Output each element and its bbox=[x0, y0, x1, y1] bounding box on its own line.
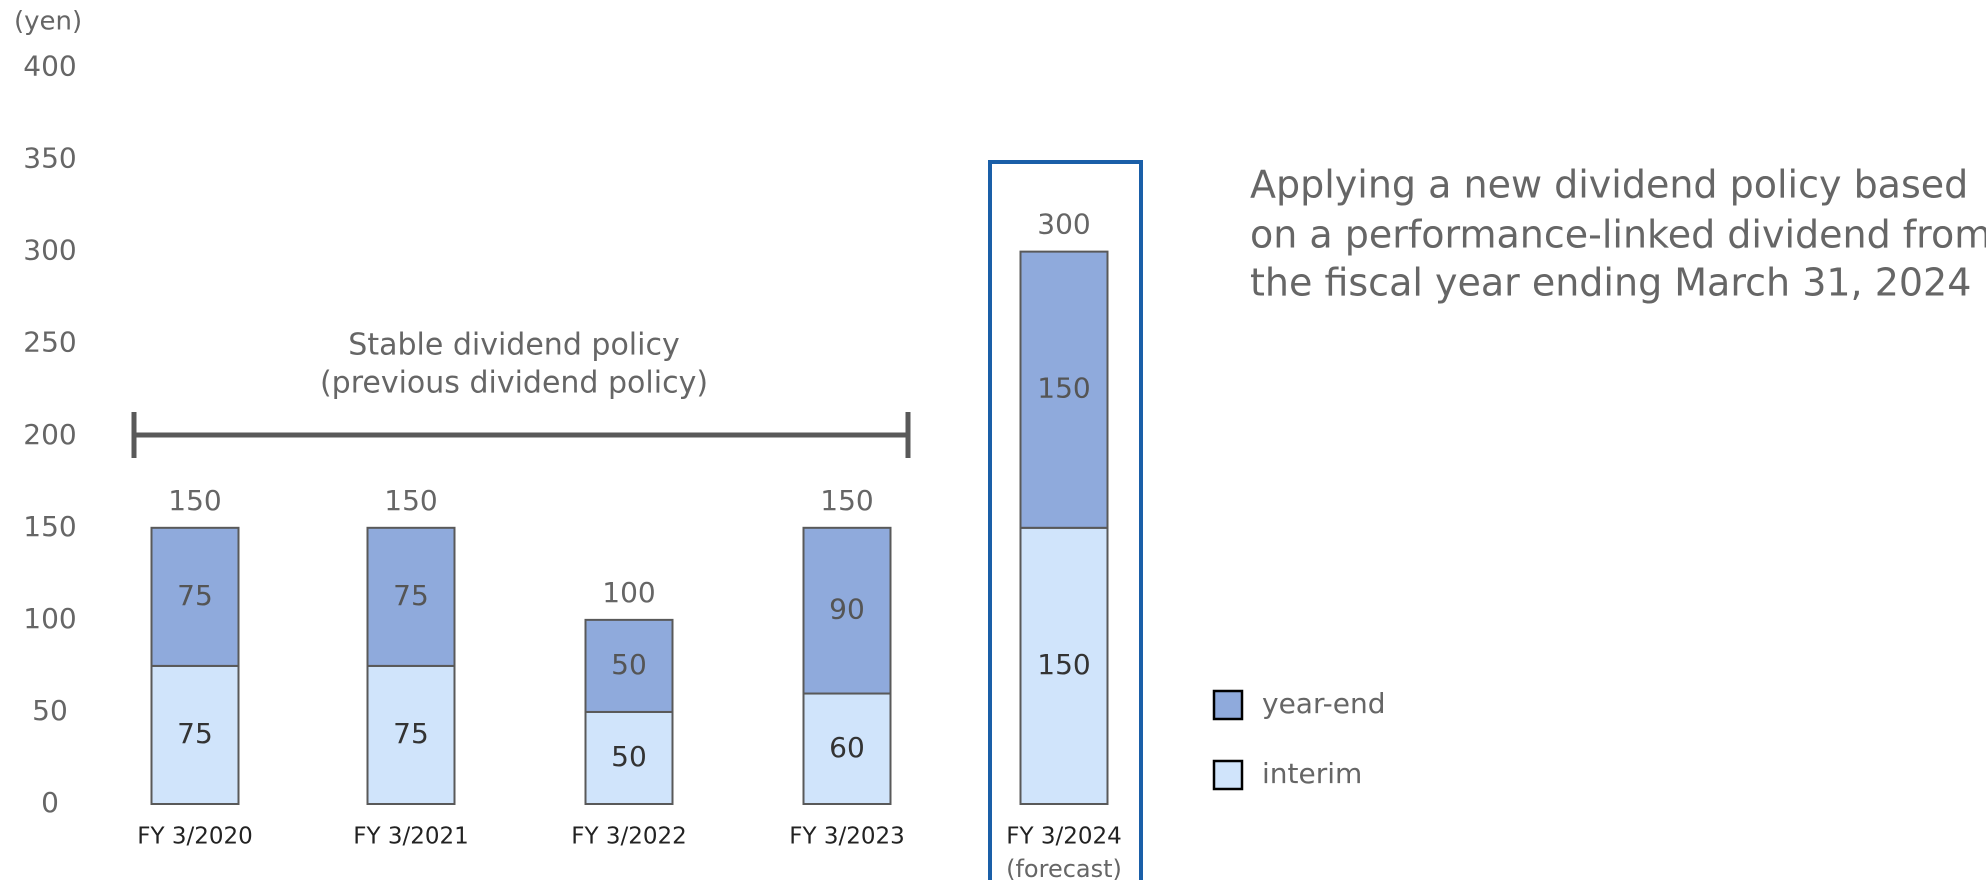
bar-segment bbox=[584, 710, 674, 805]
x-tick-label: FY 3/2023 bbox=[789, 824, 905, 850]
value-label: 150 bbox=[1037, 372, 1090, 405]
x-tick-label: FY 3/2021 bbox=[353, 824, 469, 850]
bar-segment bbox=[150, 664, 240, 805]
value-label: 50 bbox=[611, 740, 647, 773]
y-tick-label: 350 bbox=[23, 142, 76, 175]
y-tick-label: 400 bbox=[23, 50, 76, 83]
y-tick-label: 300 bbox=[23, 234, 76, 267]
bar-segment bbox=[1019, 250, 1109, 529]
x-tick-label: FY 3/2022 bbox=[571, 824, 687, 850]
bar-segment bbox=[802, 692, 892, 806]
value-label: 75 bbox=[393, 717, 429, 750]
total-label: 150 bbox=[168, 484, 221, 517]
legend-swatch bbox=[1212, 689, 1244, 721]
policy-annotation: on a performance-linked dividend from bbox=[1250, 213, 1986, 257]
legend-label: year-end bbox=[1262, 687, 1386, 720]
category-note: (forecast) bbox=[1006, 855, 1122, 880]
bar-segment bbox=[150, 526, 240, 667]
value-label: 150 bbox=[1037, 648, 1090, 681]
legend-swatch bbox=[1212, 759, 1244, 791]
policy-annotation: Applying a new dividend policy based bbox=[1250, 163, 1968, 207]
total-label: 100 bbox=[602, 576, 655, 609]
bracket-annotation: Stable dividend policy bbox=[348, 328, 679, 363]
y-tick-label: 100 bbox=[23, 602, 76, 635]
y-tick-label: 0 bbox=[41, 786, 59, 819]
y-tick-label: 250 bbox=[23, 326, 76, 359]
value-label: 75 bbox=[177, 579, 213, 612]
legend-label: interim bbox=[1262, 757, 1362, 790]
value-label: 75 bbox=[177, 717, 213, 750]
value-label: 60 bbox=[829, 731, 865, 764]
total-label: 300 bbox=[1037, 208, 1090, 241]
value-label: 50 bbox=[611, 648, 647, 681]
total-label: 150 bbox=[384, 484, 437, 517]
y-tick-label: 50 bbox=[32, 694, 68, 727]
bar-segment bbox=[1019, 526, 1109, 805]
y-tick-label: 150 bbox=[23, 510, 76, 543]
bar-segment bbox=[584, 618, 674, 713]
x-tick-label: FY 3/2024 bbox=[1006, 824, 1122, 850]
bar-segment bbox=[802, 526, 892, 695]
value-label: 75 bbox=[393, 579, 429, 612]
highlight-box bbox=[988, 160, 1143, 880]
bracket bbox=[131, 412, 911, 458]
y-axis-label: (yen) bbox=[14, 7, 82, 37]
value-label: 90 bbox=[829, 593, 865, 626]
bracket-annotation: (previous dividend policy) bbox=[320, 366, 708, 401]
total-label: 150 bbox=[820, 484, 873, 517]
y-tick-label: 200 bbox=[23, 418, 76, 451]
policy-annotation: the fiscal year ending March 31, 2024 bbox=[1250, 261, 1971, 305]
x-tick-label: FY 3/2020 bbox=[137, 824, 253, 850]
bar-segment bbox=[366, 526, 456, 667]
